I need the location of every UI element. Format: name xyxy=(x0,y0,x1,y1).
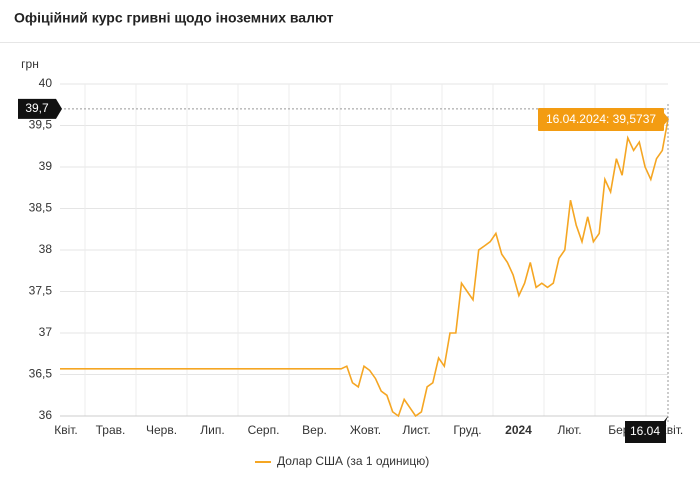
x-tick-label: Серп. xyxy=(248,423,280,437)
y-tick-label: 39,5 xyxy=(29,118,53,132)
chart-title: Офіційний курс гривні щодо іноземних вал… xyxy=(14,10,334,26)
legend-label: Долар США (за 1 одиницю) xyxy=(277,454,429,468)
tooltip-text: 16.04.2024: 39,5737 xyxy=(546,112,656,126)
y-tick-label: 39 xyxy=(39,159,53,173)
x-tick-label: Трав. xyxy=(96,423,126,437)
y-tick-label: 36 xyxy=(39,408,53,422)
x-tick-label: Лют. xyxy=(557,423,581,437)
x-tick-label: Черв. xyxy=(146,423,177,437)
y-tick-label: 36,5 xyxy=(29,367,53,381)
x-tick-label: 2024 xyxy=(505,423,532,437)
y-axis-label: грн xyxy=(21,57,39,71)
x-tick-label: Лист. xyxy=(402,423,430,437)
tooltip-arrow xyxy=(664,113,669,125)
series-line xyxy=(60,119,669,418)
x-tick-label: Жовт. xyxy=(350,423,381,437)
y-tick-label: 38 xyxy=(39,242,53,256)
y-tick-label: 38,5 xyxy=(29,201,53,215)
header xyxy=(0,0,700,42)
crosshair-y-label: 39,7 xyxy=(25,101,49,115)
y-tick-label: 40 xyxy=(39,76,53,90)
x-tick-label: Квіт. xyxy=(54,423,78,437)
tooltip-box xyxy=(538,108,664,131)
x-tick-label: Лип. xyxy=(200,423,224,437)
x-tick-label: Груд. xyxy=(453,423,481,437)
crosshair-x-badge xyxy=(625,416,668,443)
x-tick-label: Вер. xyxy=(302,423,327,437)
crosshair-y-badge xyxy=(18,98,62,119)
y-tick-label: 37 xyxy=(39,325,53,339)
crosshair-x-label: 16.04 xyxy=(630,424,660,438)
y-tick-label: 37,5 xyxy=(29,284,53,298)
